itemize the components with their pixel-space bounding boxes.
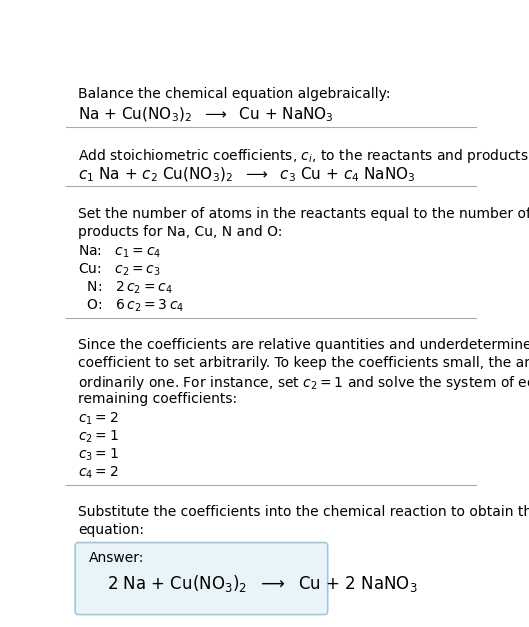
Text: Balance the chemical equation algebraically:: Balance the chemical equation algebraica… (78, 87, 391, 102)
Text: Add stoichiometric coefficients, $c_i$, to the reactants and products:: Add stoichiometric coefficients, $c_i$, … (78, 147, 529, 165)
Text: N:   $2\,c_2 = c_4$: N: $2\,c_2 = c_4$ (78, 280, 173, 296)
Text: O:   $6\,c_2 = 3\,c_4$: O: $6\,c_2 = 3\,c_4$ (78, 297, 185, 314)
Text: Since the coefficients are relative quantities and underdetermined, choose a: Since the coefficients are relative quan… (78, 339, 529, 352)
Text: Answer:: Answer: (89, 551, 144, 565)
Text: ordinarily one. For instance, set $c_2 = 1$ and solve the system of equations fo: ordinarily one. For instance, set $c_2 =… (78, 374, 529, 392)
Text: Na + Cu(NO$_3$)$_2$  $\longrightarrow$  Cu + NaNO$_3$: Na + Cu(NO$_3$)$_2$ $\longrightarrow$ Cu… (78, 106, 334, 125)
Text: coefficient to set arbitrarily. To keep the coefficients small, the arbitrary va: coefficient to set arbitrarily. To keep … (78, 356, 529, 370)
FancyBboxPatch shape (75, 542, 327, 614)
Text: products for Na, Cu, N and O:: products for Na, Cu, N and O: (78, 225, 283, 239)
Text: Set the number of atoms in the reactants equal to the number of atoms in the: Set the number of atoms in the reactants… (78, 207, 529, 221)
Text: Substitute the coefficients into the chemical reaction to obtain the balanced: Substitute the coefficients into the che… (78, 505, 529, 519)
Text: Cu:   $c_2 = c_3$: Cu: $c_2 = c_3$ (78, 261, 161, 278)
Text: $c_1 = 2$: $c_1 = 2$ (78, 411, 119, 427)
Text: equation:: equation: (78, 523, 144, 537)
Text: $c_3 = 1$: $c_3 = 1$ (78, 446, 119, 463)
Text: remaining coefficients:: remaining coefficients: (78, 392, 238, 406)
Text: $c_2 = 1$: $c_2 = 1$ (78, 428, 119, 445)
Text: $c_1$ Na + $c_2$ Cu(NO$_3$)$_2$  $\longrightarrow$  $c_3$ Cu + $c_4$ NaNO$_3$: $c_1$ Na + $c_2$ Cu(NO$_3$)$_2$ $\longri… (78, 166, 416, 184)
Text: $c_4 = 2$: $c_4 = 2$ (78, 464, 119, 481)
Text: Na:   $c_1 = c_4$: Na: $c_1 = c_4$ (78, 244, 162, 260)
Text: 2 Na + Cu(NO$_3$)$_2$  $\longrightarrow$  Cu + 2 NaNO$_3$: 2 Na + Cu(NO$_3$)$_2$ $\longrightarrow$ … (107, 573, 418, 594)
